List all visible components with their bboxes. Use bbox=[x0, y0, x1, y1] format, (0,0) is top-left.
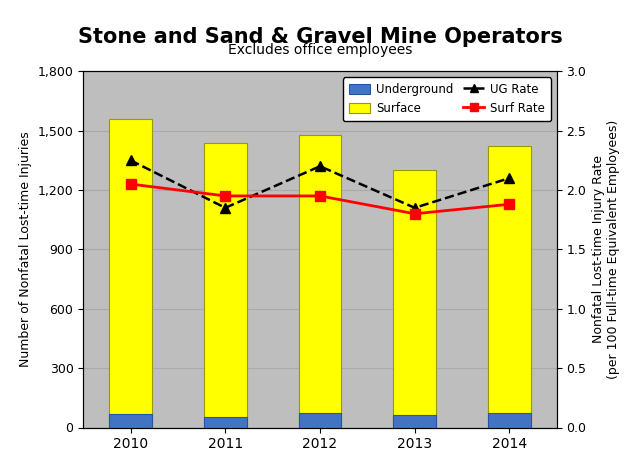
Title: Stone and Sand & Gravel Mine Operators: Stone and Sand & Gravel Mine Operators bbox=[77, 28, 563, 48]
Y-axis label: Number of Nonfatal Lost-time Injuries: Number of Nonfatal Lost-time Injuries bbox=[19, 132, 32, 367]
Bar bbox=[299, 413, 341, 428]
Legend: Underground, Surface, UG Rate, Surf Rate: Underground, Surface, UG Rate, Surf Rate bbox=[343, 77, 551, 121]
Bar bbox=[109, 414, 152, 428]
Bar bbox=[109, 119, 152, 428]
Bar bbox=[394, 170, 436, 428]
Bar bbox=[204, 417, 246, 428]
Y-axis label: Nonfatal Lost-time Injury Rate
(per 100 Full-time Equivalent Employees): Nonfatal Lost-time Injury Rate (per 100 … bbox=[592, 120, 620, 379]
Bar bbox=[299, 134, 341, 428]
Bar bbox=[204, 142, 246, 428]
Text: Excludes office employees: Excludes office employees bbox=[228, 43, 412, 57]
Bar bbox=[394, 415, 436, 428]
Bar bbox=[488, 413, 531, 428]
Bar bbox=[488, 146, 531, 428]
